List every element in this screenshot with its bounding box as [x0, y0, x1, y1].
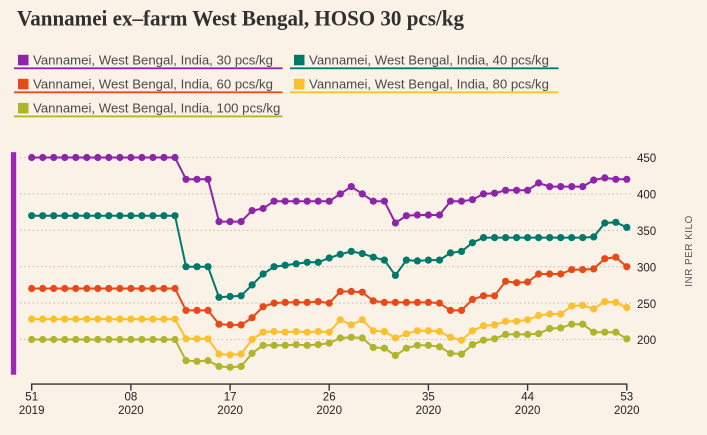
svg-text:2019: 2019 [19, 405, 45, 417]
svg-text:250: 250 [637, 299, 656, 311]
svg-text:2020: 2020 [217, 405, 243, 417]
svg-text:INR PER KILO: INR PER KILO [684, 215, 695, 287]
svg-text:2020: 2020 [316, 405, 342, 417]
svg-text:35: 35 [422, 391, 435, 403]
svg-text:200: 200 [637, 335, 656, 347]
svg-text:2020: 2020 [416, 405, 442, 417]
svg-text:2020: 2020 [118, 405, 144, 417]
svg-text:Vannamei, West Bengal, India,: Vannamei, West Bengal, India, 80 pcs/kg [309, 77, 549, 92]
svg-text:350: 350 [637, 226, 656, 238]
svg-text:Vannamei, West Bengal, India,: Vannamei, West Bengal, India, 40 pcs/kg [309, 53, 549, 68]
svg-text:Vannamei, West Bengal, India,: Vannamei, West Bengal, India, 100 pcs/kg [33, 101, 280, 116]
svg-text:26: 26 [323, 391, 336, 403]
svg-text:Vannamei ex–farm West Bengal,: Vannamei ex–farm West Bengal, HOSO 30 pc… [17, 5, 464, 30]
svg-text:51: 51 [25, 391, 38, 403]
svg-text:2020: 2020 [614, 405, 640, 417]
svg-text:17: 17 [224, 391, 237, 403]
svg-text:450: 450 [637, 153, 656, 165]
svg-text:08: 08 [125, 391, 138, 403]
svg-text:300: 300 [637, 262, 656, 274]
svg-text:53: 53 [620, 391, 633, 403]
svg-text:Vannamei, West Bengal, India,: Vannamei, West Bengal, India, 60 pcs/kg [33, 77, 273, 92]
svg-text:400: 400 [637, 190, 656, 202]
svg-text:Vannamei, West Bengal, India,: Vannamei, West Bengal, India, 30 pcs/kg [33, 53, 273, 68]
svg-text:2020: 2020 [515, 405, 541, 417]
svg-text:44: 44 [521, 391, 534, 403]
